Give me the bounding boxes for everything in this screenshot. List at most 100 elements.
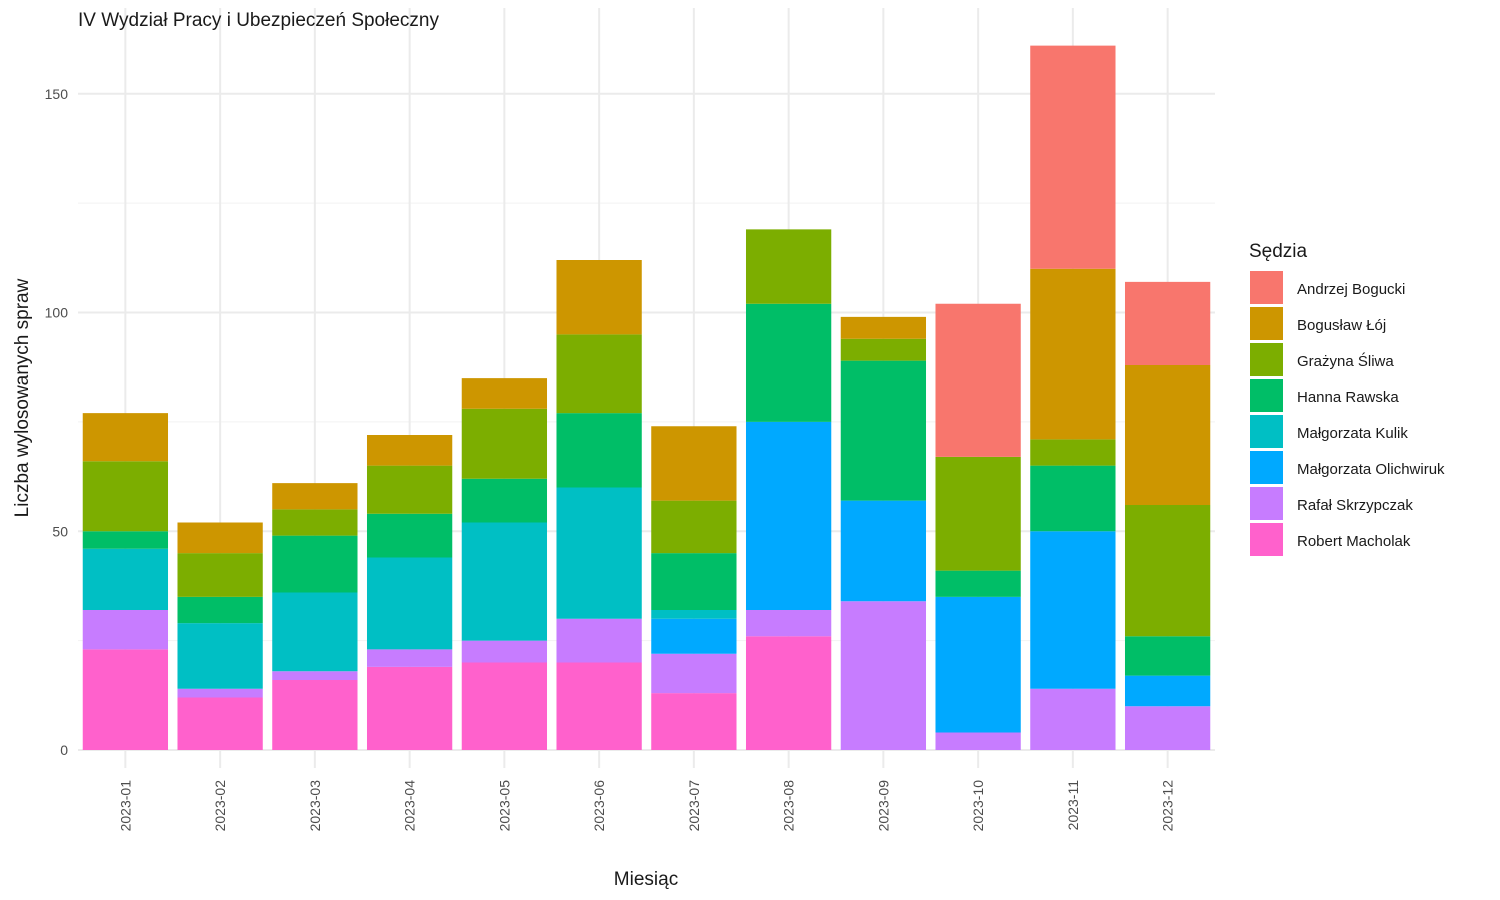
legend-label: Małgorzata Olichwiruk <box>1297 461 1445 478</box>
y-tick-label: 0 <box>60 742 68 758</box>
legend-title: Sędzia <box>1249 241 1308 262</box>
bar-segment-grazyna-sliwa <box>366 465 453 514</box>
bar-segment-rafa-skrzypczak <box>272 671 358 680</box>
bar-segment-grazyna-sliwa <box>82 461 169 532</box>
bar-segment-robert-macholak <box>177 697 263 750</box>
bar-segment-bogus-aw-oj <box>272 483 358 510</box>
bar-segment-bogus-aw-oj <box>461 378 548 409</box>
bar-segment-hanna-rawska <box>1124 636 1211 676</box>
x-axis: 2023-01 2023-02 2023-03 2023-04 2023-05 2023-… <box>117 780 1175 832</box>
bar-segment-bogus-aw-oj <box>366 435 453 466</box>
bar-segment-bogus-aw-oj <box>651 426 737 501</box>
bar-segment-ma-gorzata-kulik <box>177 623 263 689</box>
legend-swatch <box>1250 271 1283 304</box>
legend-label: Andrzej Bogucki <box>1297 281 1405 298</box>
bar-segment-hanna-rawska <box>177 596 263 624</box>
bar-segment-grazyna-sliwa <box>651 500 737 554</box>
x-tick-label: 2023-02 <box>212 780 228 832</box>
bar-segment-ma-gorzata-kulik <box>556 487 642 619</box>
bar-segment-andrzej-bogucki <box>1030 45 1116 269</box>
bar-segment-ma-gorzata-kulik <box>272 592 358 672</box>
legend-swatch <box>1250 307 1283 340</box>
x-tick-label: 2023-12 <box>1160 780 1176 832</box>
bar-segment-hanna-rawska <box>272 535 358 593</box>
bar-segment-bogus-aw-oj <box>840 316 927 339</box>
bar-segment-andrzej-bogucki <box>935 303 1021 457</box>
bar-segment-bogus-aw-oj <box>556 260 642 335</box>
x-tick-label: 2023-10 <box>970 780 986 832</box>
bar-segment-grazyna-sliwa <box>745 229 832 304</box>
bar-segment-hanna-rawska <box>651 553 737 610</box>
y-tick-label: 100 <box>45 305 69 321</box>
bar-segment-ma-gorzata-olichwiruk <box>840 500 927 602</box>
bar-segment-hanna-rawska <box>556 413 642 488</box>
x-tick-label: 2023-06 <box>591 780 607 832</box>
bar-segment-rafa-skrzypczak <box>366 649 453 667</box>
bar-segment-hanna-rawska <box>82 531 169 549</box>
bar-segment-robert-macholak <box>366 666 453 750</box>
chart-title: IV Wydział Pracy i Ubezpieczeń Społeczny <box>78 10 439 31</box>
bar-segment-rafa-skrzypczak <box>745 610 832 637</box>
legend-swatch <box>1250 379 1283 412</box>
x-tick-label: 2023-11 <box>1065 780 1081 831</box>
bar-segment-grazyna-sliwa <box>1124 505 1211 637</box>
bar-segment-robert-macholak <box>745 636 832 750</box>
bar-segment-ma-gorzata-olichwiruk <box>745 421 832 610</box>
bar-segment-bogus-aw-oj <box>1030 268 1116 440</box>
bar-segment-robert-macholak <box>82 649 169 750</box>
x-tick-label: 2023-09 <box>875 780 891 832</box>
bar-segment-grazyna-sliwa <box>556 334 642 414</box>
bar-segment-hanna-rawska <box>366 513 453 558</box>
bar-segment-robert-macholak <box>272 680 358 750</box>
legend-swatch <box>1250 523 1283 556</box>
bar-segment-grazyna-sliwa <box>1030 439 1116 466</box>
bar-segment-robert-macholak <box>556 662 642 750</box>
bar-segment-rafa-skrzypczak <box>935 732 1021 750</box>
bar-segment-rafa-skrzypczak <box>1124 706 1211 750</box>
bars <box>82 45 1211 750</box>
bar-segment-rafa-skrzypczak <box>177 688 263 698</box>
legend-swatch <box>1250 487 1283 520</box>
bar-segment-rafa-skrzypczak <box>651 653 737 694</box>
bar-segment-hanna-rawska <box>461 478 548 523</box>
legend-swatch <box>1250 415 1283 448</box>
legend-label: Bogusław Łój <box>1297 317 1386 334</box>
bar-segment-grazyna-sliwa <box>461 408 548 479</box>
legend-label: Rafał Skrzypczak <box>1297 497 1413 514</box>
bar-segment-grazyna-sliwa <box>935 456 1021 571</box>
bar-segment-ma-gorzata-olichwiruk <box>1124 675 1211 707</box>
legend-label: Małgorzata Kulik <box>1297 425 1408 442</box>
y-tick-label: 150 <box>45 86 69 102</box>
bar-segment-robert-macholak <box>651 693 737 750</box>
bar-segment-ma-gorzata-olichwiruk <box>935 596 1021 733</box>
bar-segment-bogus-aw-oj <box>177 522 263 554</box>
bar-segment-ma-gorzata-kulik <box>461 522 548 641</box>
bar-segment-hanna-rawska <box>1030 465 1116 532</box>
legend-label: Robert Macholak <box>1297 533 1411 550</box>
bar-segment-hanna-rawska <box>840 360 927 501</box>
y-axis: 0 50 100 150 <box>45 86 69 758</box>
x-tick-label: 2023-07 <box>686 780 702 832</box>
bar-segment-andrzej-bogucki <box>1124 281 1211 365</box>
x-tick-label: 2023-08 <box>781 780 797 832</box>
legend-swatch <box>1250 451 1283 484</box>
bar-segment-rafa-skrzypczak <box>556 618 642 663</box>
bar-segment-rafa-skrzypczak <box>82 610 169 650</box>
legend-label: Hanna Rawska <box>1297 389 1399 406</box>
bar-segment-hanna-rawska <box>935 570 1021 597</box>
bar-segment-rafa-skrzypczak <box>1030 688 1116 750</box>
x-tick-label: 2023-04 <box>402 780 418 832</box>
bar-segment-robert-macholak <box>461 662 548 750</box>
bar-segment-bogus-aw-oj <box>82 413 169 462</box>
x-tick-label: 2023-01 <box>117 780 133 832</box>
bar-segment-rafa-skrzypczak <box>840 601 927 750</box>
bar-segment-rafa-skrzypczak <box>461 640 548 663</box>
bar-segment-ma-gorzata-kulik <box>82 548 169 610</box>
bar-segment-ma-gorzata-kulik <box>651 610 737 619</box>
bar-segment-grazyna-sliwa <box>177 553 263 597</box>
x-tick-label: 2023-03 <box>307 780 323 832</box>
legend: Sędzia Andrzej Bogucki Bogusław Łój Grażyn… <box>1249 241 1445 556</box>
legend-swatch <box>1250 343 1283 376</box>
